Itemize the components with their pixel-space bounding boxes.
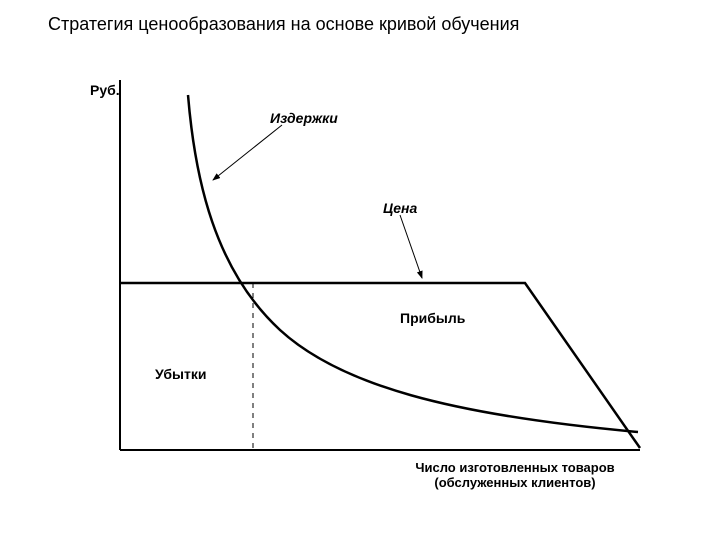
x-axis-label: Число изготовленных товаров (обслуженных… [400,460,630,490]
x-axis-label-line2: (обслуженных клиентов) [434,475,595,490]
price-arrow [400,215,422,278]
y-axis-label: Руб. [90,82,120,98]
learning-curve-chart: Руб. Издержки Цена Прибыль Убытки Число … [0,0,720,540]
price-label: Цена [383,200,417,216]
costs-label: Издержки [270,110,338,126]
x-axis-label-line1: Число изготовленных товаров [415,460,614,475]
costs-arrow [213,125,282,180]
profit-label: Прибыль [400,310,465,326]
chart-svg [0,0,720,540]
losses-label: Убытки [155,366,206,382]
